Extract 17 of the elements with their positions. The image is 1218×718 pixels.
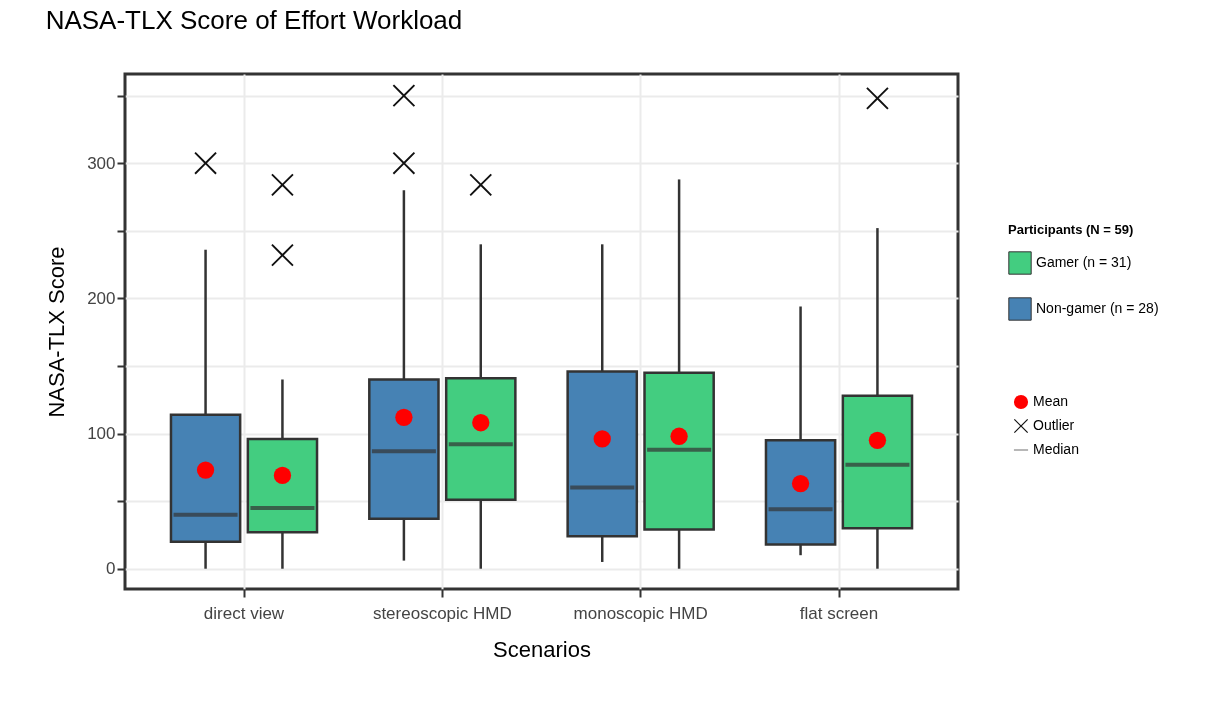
y-axis-title: NASA-TLX Score: [44, 246, 70, 418]
text: Outlier: [1033, 417, 1075, 433]
x-tick-label: monoscopic HMD: [573, 603, 708, 623]
legend-title: Participants (N = 59): [1008, 222, 1134, 237]
text: Mean: [1033, 393, 1069, 409]
legend-label: Gamer (n = 31): [1036, 254, 1132, 270]
legend-label: Non-gamer (n = 28): [1036, 300, 1159, 316]
chart-title: NASA-TLX Score of Effort Workload: [45, 5, 463, 35]
x-tick-label: flat screen: [799, 603, 879, 623]
y-tick-label: 300: [87, 153, 116, 173]
y-tick-label: 200: [87, 288, 116, 308]
x-axis-title: Scenarios: [493, 636, 591, 662]
y-tick-label: 100: [87, 424, 116, 444]
y-tick-label: 0: [106, 559, 116, 579]
x-tick-label: stereoscopic HMD: [372, 603, 512, 623]
x-tick-label: direct view: [203, 603, 285, 623]
text: Median: [1033, 441, 1079, 457]
